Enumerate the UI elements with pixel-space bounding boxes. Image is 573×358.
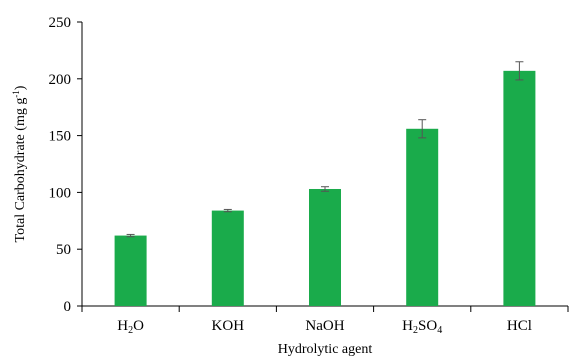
x-tick-label: HCl: [507, 318, 532, 334]
x-axis: H2O KOH NaOH H2SO4 HCl: [81, 305, 569, 336]
error-bar-hcl: [515, 61, 524, 81]
bar-koh: [211, 210, 244, 306]
bar-h2o: [114, 235, 147, 306]
y-axis: 0 50 100 150 200 250: [49, 15, 83, 315]
x-tick-label: H2O: [117, 318, 144, 336]
bar-naoh: [309, 188, 341, 306]
y-tick-label: 0: [64, 299, 72, 315]
bar-hcl: [503, 70, 536, 307]
y-tick-label: 200: [49, 72, 72, 88]
error-bar-koh: [223, 208, 232, 213]
error-bar-naoh: [321, 186, 329, 192]
bar-h2so4: [406, 128, 439, 306]
x-tick-label: NaOH: [305, 318, 344, 334]
error-bar-h2so4: [418, 119, 427, 139]
x-tick-label: KOH: [212, 318, 245, 334]
x-tick-label: H2SO4: [402, 318, 442, 336]
error-bar-h2o: [126, 233, 135, 238]
y-tick-label: 150: [49, 129, 72, 145]
y-tick-label: 50: [56, 242, 71, 258]
y-tick-label: 250: [49, 15, 72, 31]
y-axis-title: Total Carbohydrate (mg g-1): [11, 85, 28, 242]
y-tick-label: 100: [49, 185, 72, 201]
error-bars-group: [126, 61, 524, 238]
bars-group: [114, 70, 536, 307]
x-axis-title: Hydrolytic agent: [278, 342, 373, 357]
